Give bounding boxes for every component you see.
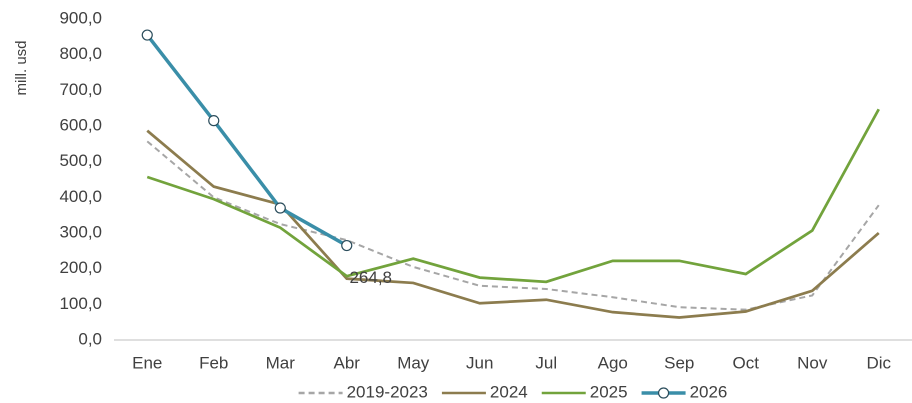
legend-marker	[657, 387, 670, 399]
x-tick-label: Dic	[866, 353, 891, 372]
y-tick-label: 400,0	[59, 187, 102, 206]
data-label: 264,8	[349, 268, 392, 287]
legend-label: 2026	[690, 382, 728, 401]
x-tick-label: Jul	[535, 353, 557, 372]
x-tick-label: Ene	[132, 353, 162, 372]
series-line	[146, 129, 880, 319]
point-marker	[341, 239, 353, 252]
y-tick-label: 300,0	[59, 222, 102, 241]
x-tick-label: Oct	[733, 353, 760, 372]
x-tick-label: Abr	[334, 353, 361, 372]
point-marker	[274, 202, 286, 214]
y-tick-label: 0,0	[78, 329, 102, 348]
legend-label: 2025	[590, 382, 628, 401]
y-tick-label: 900,0	[59, 8, 102, 27]
series-line	[145, 33, 348, 248]
y-tick-label: 700,0	[59, 80, 102, 99]
legend-label: 2024	[490, 382, 528, 401]
point-marker	[141, 29, 153, 41]
y-tick-label: 800,0	[59, 44, 102, 63]
point-marker	[208, 115, 220, 127]
y-tick-label: 600,0	[59, 115, 102, 134]
x-tick-label: Mar	[266, 353, 296, 372]
y-tick-label: 100,0	[59, 294, 102, 313]
y-tick-label: 200,0	[59, 258, 102, 277]
x-tick-label: Sep	[664, 353, 694, 372]
y-tick-label: 500,0	[59, 151, 102, 170]
x-tick-label: Ago	[598, 353, 628, 372]
x-tick-label: Jun	[466, 353, 493, 372]
series-line	[146, 140, 880, 311]
x-tick-label: Feb	[199, 353, 228, 372]
y-axis-label: mill. usd	[13, 40, 30, 95]
x-tick-label: May	[397, 353, 430, 372]
series-line	[146, 108, 880, 284]
x-tick-label: Nov	[797, 353, 828, 372]
legend-label: 2019-2023	[347, 382, 428, 401]
